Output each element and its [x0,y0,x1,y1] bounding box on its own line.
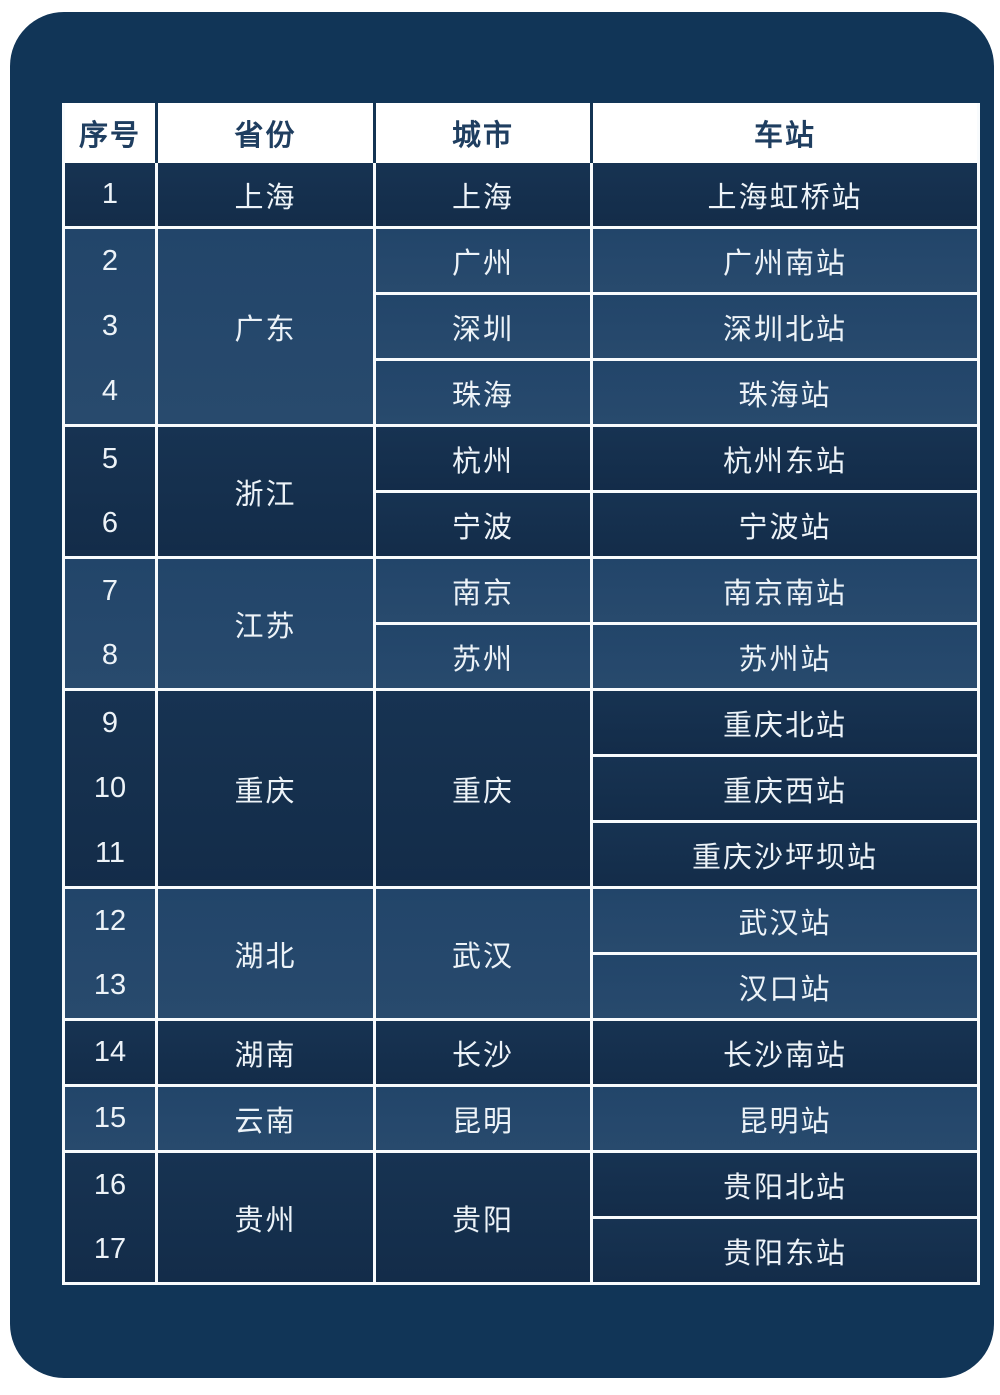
serial-number: 7 [101,574,119,607]
header-cell-station: 车站 [593,103,977,163]
station-cell: 杭州东站 [593,427,977,490]
station-cell: 武汉站 [593,889,977,952]
province-cell: 江苏 [158,559,373,688]
serial-number: 15 [93,1102,127,1134]
serial-number: 4 [101,375,119,407]
province-cell: 浙江 [158,427,373,556]
city-cell: 昆明 [376,1087,590,1150]
serial-cell: 15 [65,1087,155,1150]
serial-cell: 14 [65,1021,155,1084]
station-cell: 重庆沙坪坝站 [593,823,977,886]
province-cell: 湖北 [158,889,373,1018]
stations-table: 序号 省份 城市 车站 1 上海 上海 上海虹桥站 2 3 4 广东 广州 深圳 珠海 广州南站 深圳北… [62,103,980,1285]
station-cell: 贵阳东站 [593,1219,977,1282]
station-cell: 重庆北站 [593,691,977,754]
station-cell: 汉口站 [593,955,977,1018]
province-cell: 贵州 [158,1153,373,1282]
city-cell: 宁波 [376,493,590,556]
city-cell: 重庆 [376,691,590,886]
serial-number: 12 [93,904,127,937]
serial-number: 10 [93,772,127,804]
header-cell-province: 省份 [158,103,373,163]
serial-cell: 1 [65,163,155,226]
serial-number: 1 [101,178,119,210]
station-cell: 重庆西站 [593,757,977,820]
header-cell-serial: 序号 [65,103,155,163]
serial-number: 3 [101,310,119,342]
province-group: 14 湖南 长沙 长沙南站 [65,1021,977,1084]
station-cell: 珠海站 [593,361,977,424]
station-cell: 深圳北站 [593,295,977,358]
province-group: 2 3 4 广东 广州 深圳 珠海 广州南站 深圳北站 珠海站 [65,229,977,424]
serial-cell: 9 10 11 [65,691,155,886]
serial-number: 17 [93,1233,127,1266]
province-cell: 上海 [158,163,373,226]
city-cell: 杭州 [376,427,590,490]
serial-number: 5 [101,442,119,475]
province-group: 9 10 11 重庆 重庆 重庆北站 重庆西站 重庆沙坪坝站 [65,691,977,886]
city-cell: 珠海 [376,361,590,424]
province-group: 7 8 江苏 南京 苏州 南京南站 苏州站 [65,559,977,688]
station-cell: 南京南站 [593,559,977,622]
serial-number: 2 [101,245,119,277]
province-group: 16 17 贵州 贵阳 贵阳北站 贵阳东站 [65,1153,977,1282]
station-cell: 广州南站 [593,229,977,292]
station-cell: 苏州站 [593,625,977,688]
serial-number: 13 [93,969,127,1002]
province-cell: 云南 [158,1087,373,1150]
serial-number: 14 [93,1036,127,1068]
city-cell: 贵阳 [376,1153,590,1282]
province-cell: 湖南 [158,1021,373,1084]
table-body: 1 上海 上海 上海虹桥站 2 3 4 广东 广州 深圳 珠海 广州南站 深圳北站 珠海站 5 6 浙江 杭州 宁波… [65,163,977,1282]
table-header-row: 序号 省份 城市 车站 [65,103,977,163]
header-cell-city: 城市 [376,103,590,163]
city-cell: 南京 [376,559,590,622]
background-panel: 序号 省份 城市 车站 1 上海 上海 上海虹桥站 2 3 4 广东 广州 深圳 珠海 广州南站 深圳北… [10,12,994,1378]
city-cell: 武汉 [376,889,590,1018]
serial-cell: 2 3 4 [65,229,155,424]
province-cell: 广东 [158,229,373,424]
serial-number: 16 [93,1168,127,1201]
serial-number: 8 [101,639,119,672]
province-group: 5 6 浙江 杭州 宁波 杭州东站 宁波站 [65,427,977,556]
serial-number: 9 [101,707,119,739]
province-group: 1 上海 上海 上海虹桥站 [65,163,977,226]
station-cell: 宁波站 [593,493,977,556]
city-cell: 长沙 [376,1021,590,1084]
station-cell: 昆明站 [593,1087,977,1150]
station-cell: 长沙南站 [593,1021,977,1084]
province-group: 12 13 湖北 武汉 武汉站 汉口站 [65,889,977,1018]
serial-number: 11 [94,837,126,869]
city-cell: 广州 [376,229,590,292]
station-cell: 贵阳北站 [593,1153,977,1216]
serial-cell: 12 13 [65,889,155,1018]
province-cell: 重庆 [158,691,373,886]
city-cell: 苏州 [376,625,590,688]
province-group: 15 云南 昆明 昆明站 [65,1087,977,1150]
serial-number: 6 [101,507,119,540]
serial-cell: 16 17 [65,1153,155,1282]
city-cell: 上海 [376,163,590,226]
city-cell: 深圳 [376,295,590,358]
station-cell: 上海虹桥站 [593,163,977,226]
